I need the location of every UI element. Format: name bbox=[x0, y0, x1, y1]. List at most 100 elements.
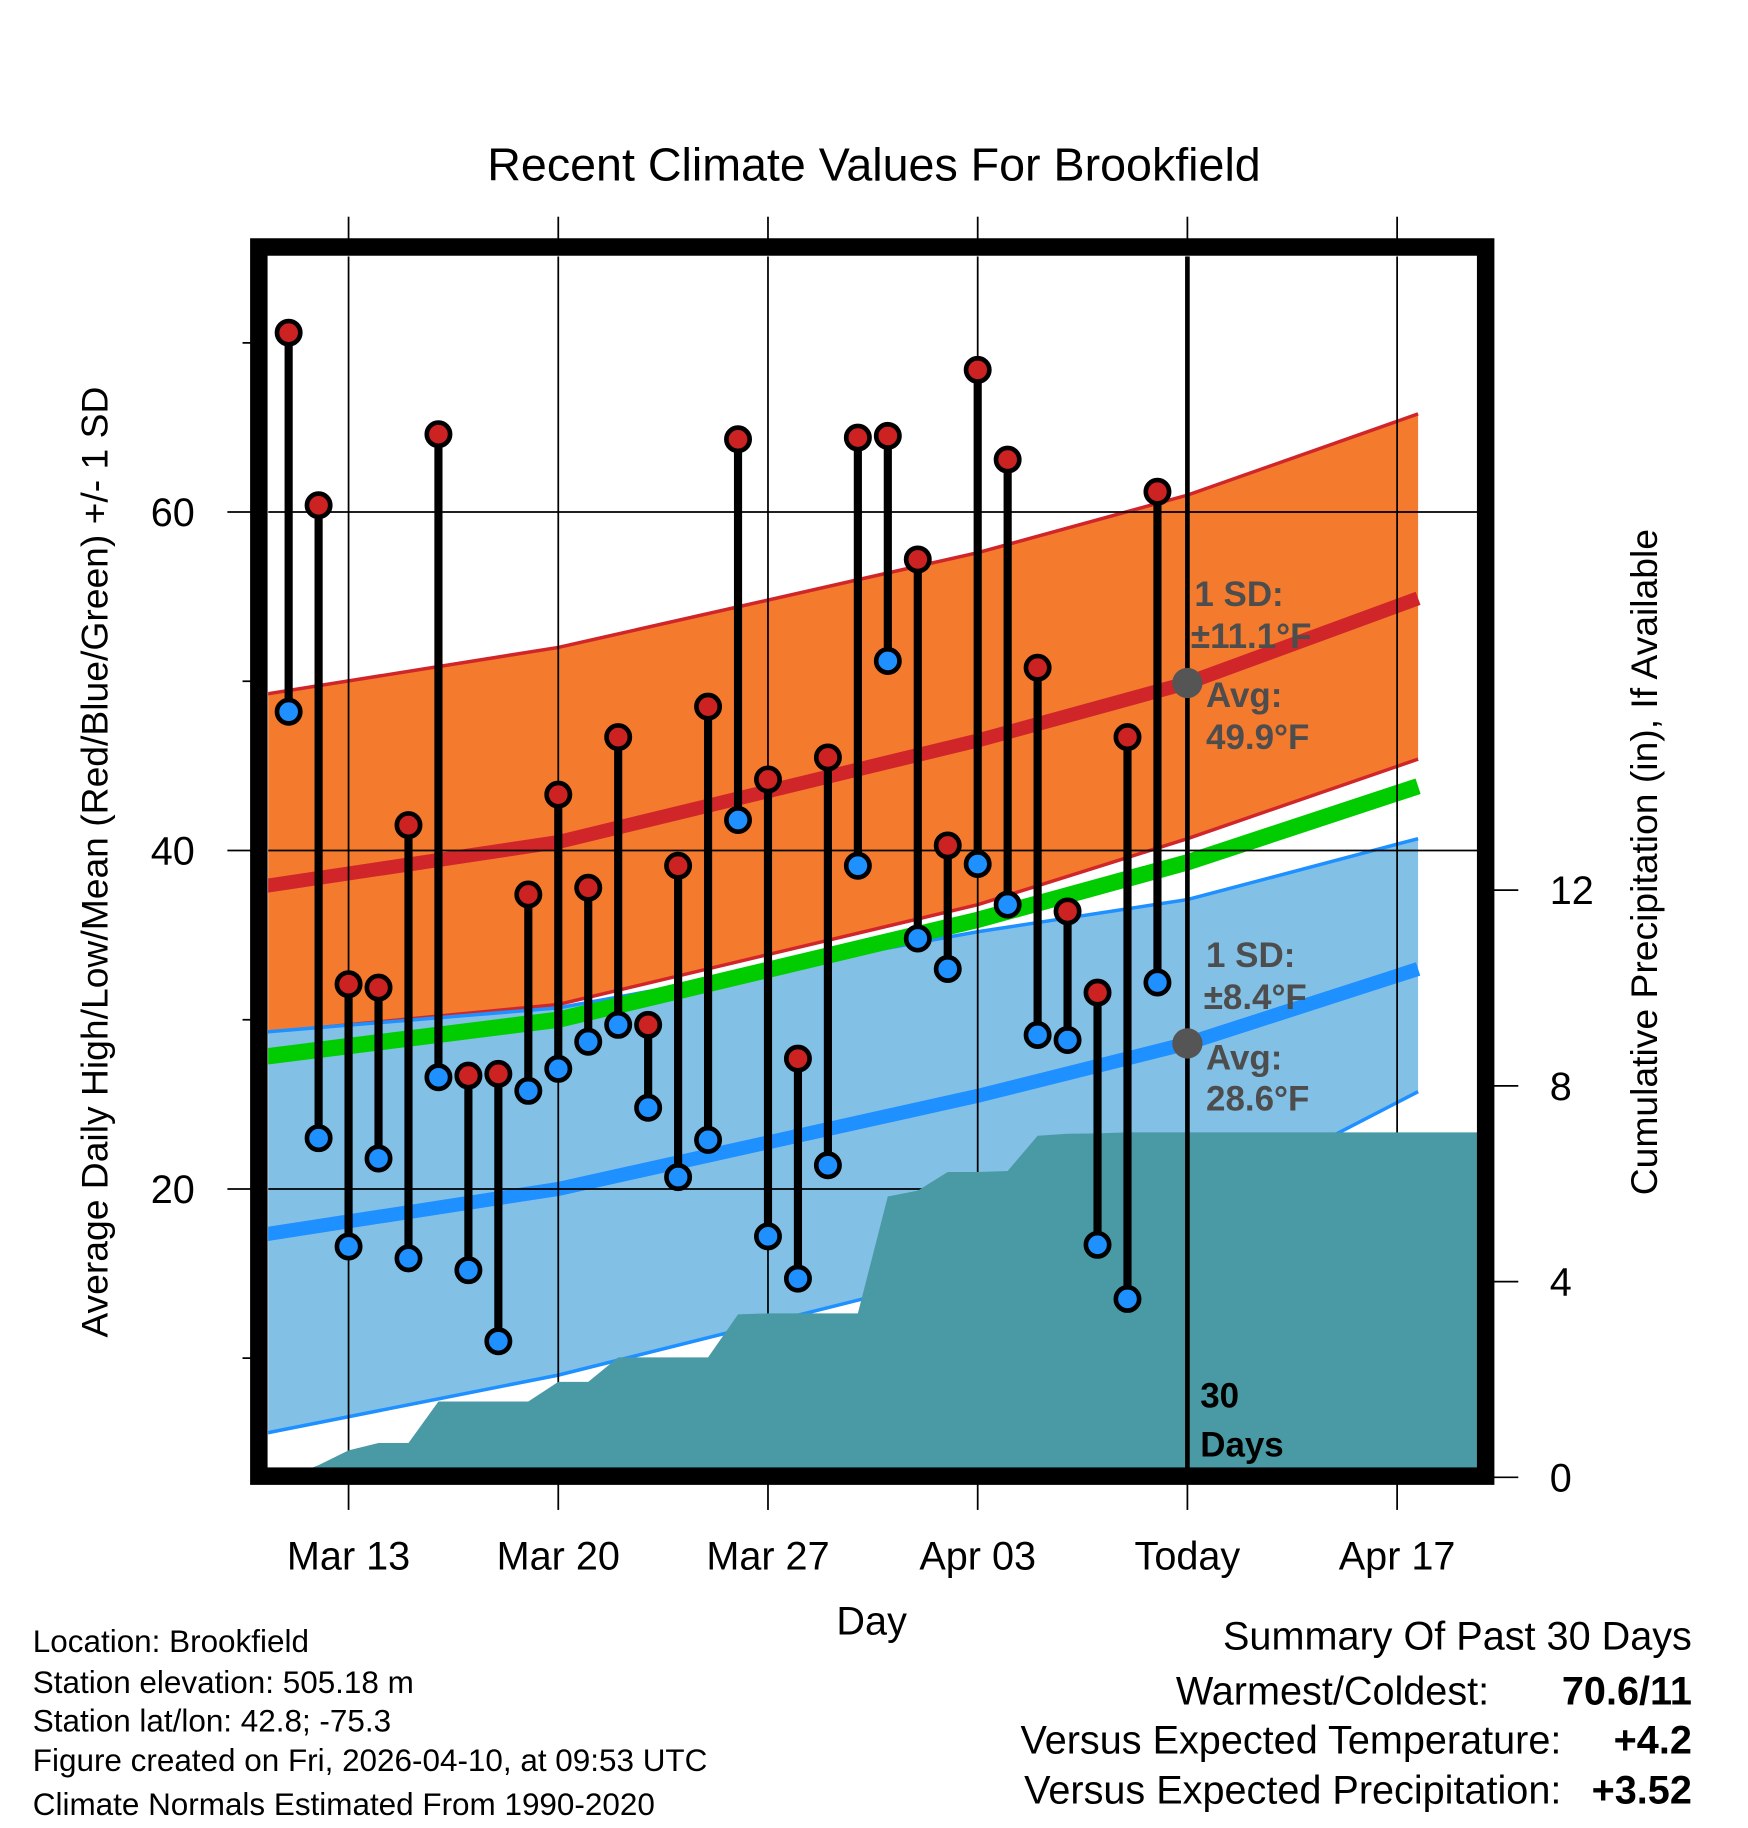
low-point bbox=[274, 697, 303, 726]
low-point bbox=[1113, 1284, 1142, 1313]
y-tick-label: 60 bbox=[151, 491, 195, 535]
y-axis-label: Average Daily High/Low/Mean (Red/Blue/Gr… bbox=[73, 387, 115, 1338]
footer-location: Location: Brookfield bbox=[33, 1624, 309, 1659]
low-point bbox=[873, 646, 902, 675]
summary-warm-cold-label: Warmest/Coldest: bbox=[1176, 1670, 1489, 1714]
summary-temp-label: Versus Expected Temperature: bbox=[1020, 1718, 1561, 1762]
summary-title: Summary Of Past 30 Days bbox=[1223, 1615, 1692, 1659]
day-record bbox=[993, 445, 1022, 919]
low-point bbox=[1143, 968, 1172, 997]
low-point bbox=[993, 890, 1022, 919]
high-point bbox=[873, 421, 902, 450]
annotation-high-sd-value: ±11.1°F bbox=[1191, 617, 1312, 656]
annotation-high-sd-label: 1 SD: bbox=[1194, 575, 1283, 614]
high-point bbox=[783, 1044, 812, 1073]
low-point bbox=[1053, 1026, 1082, 1055]
low-point bbox=[1023, 1020, 1052, 1049]
low-point bbox=[424, 1063, 453, 1092]
low-point bbox=[724, 806, 753, 835]
high-point bbox=[1053, 897, 1082, 926]
low-point bbox=[813, 1151, 842, 1180]
day-record bbox=[1113, 723, 1142, 1313]
high-point bbox=[514, 880, 543, 909]
day-record bbox=[1083, 978, 1112, 1259]
low-point bbox=[1083, 1230, 1112, 1259]
high-point bbox=[843, 423, 872, 452]
low-point bbox=[544, 1054, 573, 1083]
high-point bbox=[664, 851, 693, 880]
low-point bbox=[304, 1124, 333, 1153]
low-point bbox=[664, 1163, 693, 1192]
day-record bbox=[843, 423, 872, 880]
summary-precip-value: +3.52 bbox=[1592, 1769, 1692, 1813]
x-tick-label: Mar 20 bbox=[497, 1534, 620, 1578]
low-point bbox=[394, 1244, 423, 1273]
y-right-tick-label: 8 bbox=[1550, 1065, 1572, 1109]
day-record bbox=[783, 1044, 812, 1293]
low-point bbox=[574, 1027, 603, 1056]
low-avg-marker bbox=[1172, 1028, 1203, 1059]
high-point bbox=[1113, 723, 1142, 752]
day-record bbox=[963, 355, 992, 879]
day-record bbox=[274, 318, 303, 726]
low-point bbox=[634, 1093, 663, 1122]
footer-latlon: Station lat/lon: 42.8; -75.3 bbox=[33, 1703, 391, 1738]
annotation-low-avg-value: 28.6°F bbox=[1206, 1079, 1309, 1118]
day-record bbox=[933, 831, 962, 983]
high-point bbox=[574, 873, 603, 902]
low-point bbox=[334, 1232, 363, 1261]
day-record bbox=[664, 851, 693, 1192]
low-point bbox=[454, 1256, 483, 1285]
day-record bbox=[1023, 653, 1052, 1049]
day-record bbox=[394, 811, 423, 1273]
annotation-low-avg-label: Avg: bbox=[1206, 1039, 1282, 1078]
x-tick-label: Mar 27 bbox=[706, 1534, 829, 1578]
high-point bbox=[274, 318, 303, 347]
y-right-tick-label: 4 bbox=[1550, 1261, 1572, 1305]
high-avg-marker bbox=[1172, 667, 1203, 699]
high-point bbox=[454, 1061, 483, 1090]
day-record bbox=[694, 692, 723, 1154]
high-point bbox=[963, 355, 992, 384]
x-tick-label: Apr 17 bbox=[1339, 1534, 1456, 1578]
footer-elevation: Station elevation: 505.18 m bbox=[33, 1665, 414, 1700]
high-point bbox=[334, 970, 363, 999]
day-record bbox=[334, 970, 363, 1261]
day-record bbox=[873, 421, 902, 675]
days-count-label: 30 bbox=[1200, 1376, 1239, 1415]
summary-panel: Summary Of Past 30 Days Warmest/Coldest:… bbox=[1020, 1615, 1691, 1813]
footer-normals: Climate Normals Estimated From 1990-2020 bbox=[33, 1787, 655, 1822]
day-record bbox=[514, 880, 543, 1105]
y-right-tick-label: 0 bbox=[1550, 1456, 1572, 1500]
day-record bbox=[903, 545, 932, 953]
low-point bbox=[694, 1125, 723, 1154]
annotation-low-sd-value: ±8.4°F bbox=[1204, 978, 1307, 1017]
high-point bbox=[993, 445, 1022, 474]
day-record bbox=[604, 723, 633, 1039]
high-point bbox=[364, 973, 393, 1002]
low-point bbox=[754, 1222, 782, 1251]
day-record bbox=[813, 743, 842, 1180]
day-record bbox=[754, 765, 782, 1251]
axes: Mar 13 Mar 20 Mar 27 Apr 03 Today Apr 1720406… bbox=[151, 216, 1594, 1578]
high-point bbox=[754, 765, 782, 794]
high-point bbox=[604, 723, 633, 752]
day-record bbox=[484, 1059, 513, 1356]
low-point bbox=[933, 954, 962, 983]
high-point bbox=[424, 420, 453, 449]
low-point bbox=[783, 1264, 812, 1293]
day-record bbox=[574, 873, 603, 1056]
low-point bbox=[963, 850, 992, 879]
high-point bbox=[903, 545, 932, 574]
high-point bbox=[484, 1059, 513, 1088]
high-point bbox=[634, 1010, 663, 1039]
high-point bbox=[813, 743, 842, 772]
low-point bbox=[843, 851, 872, 880]
summary-warm-cold-value: 70.6/11 bbox=[1562, 1670, 1692, 1714]
x-tick-label: Today bbox=[1135, 1534, 1241, 1578]
y-axis-right-label: Cumulative Precipitation (in), If Availa… bbox=[1623, 529, 1665, 1195]
high-point bbox=[1143, 477, 1172, 506]
low-point bbox=[364, 1144, 393, 1173]
high-point bbox=[933, 831, 962, 860]
